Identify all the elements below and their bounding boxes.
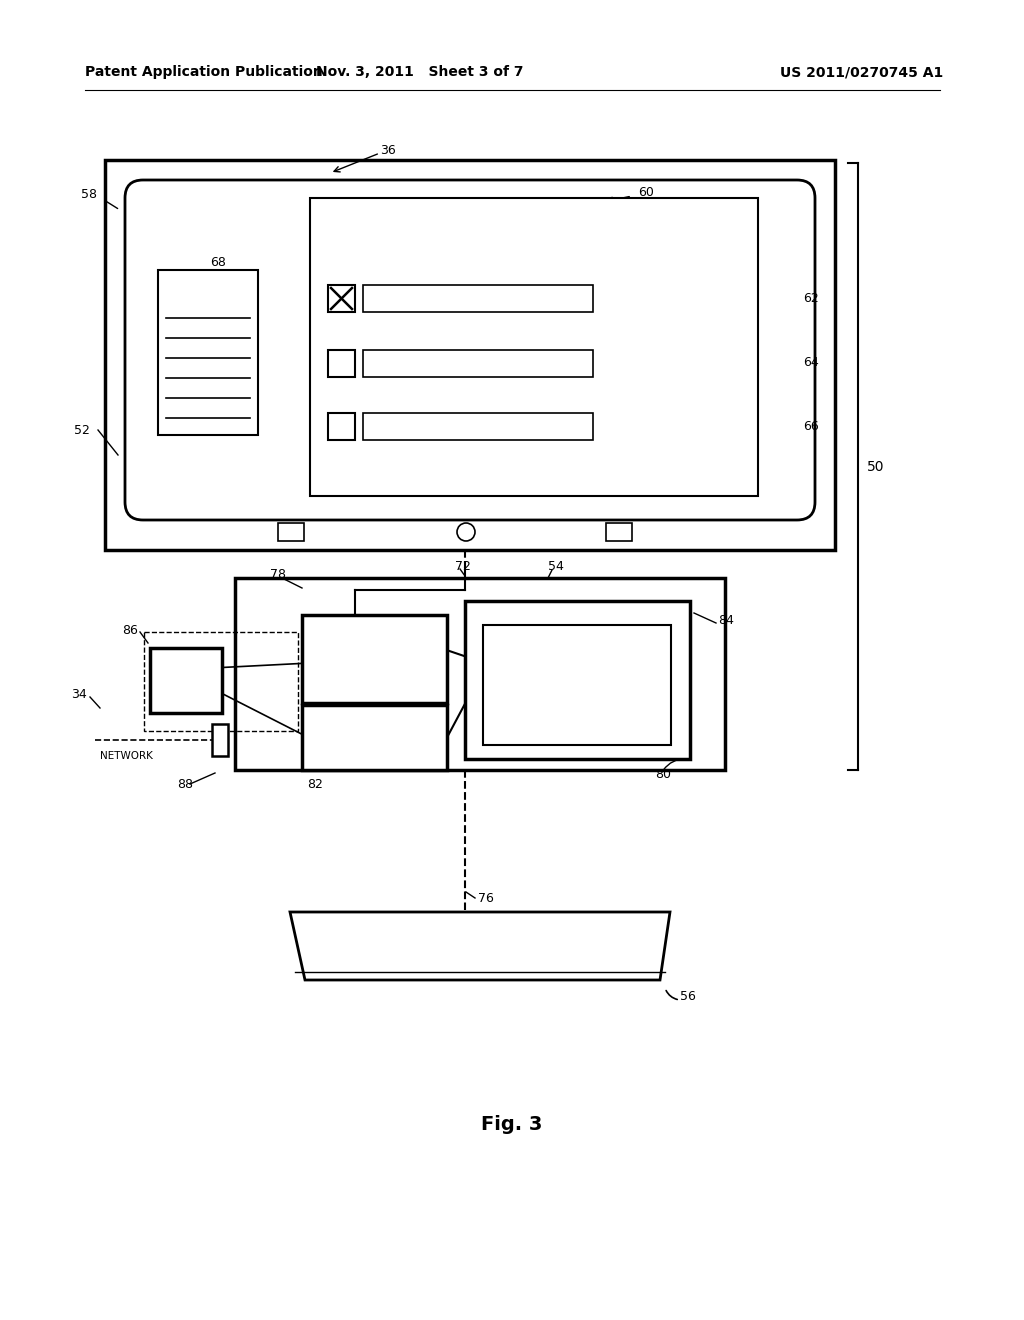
- Text: 56: 56: [680, 990, 696, 1003]
- Text: 86: 86: [122, 623, 138, 636]
- Text: 52: 52: [74, 424, 90, 437]
- Text: 84: 84: [718, 615, 734, 627]
- Text: 80: 80: [655, 768, 671, 781]
- Bar: [465, 601, 690, 759]
- Text: 50: 50: [867, 459, 885, 474]
- Polygon shape: [290, 912, 670, 979]
- Text: 82: 82: [307, 777, 323, 791]
- Bar: [606, 523, 632, 541]
- Text: RM: RM: [173, 673, 200, 688]
- Bar: [362, 413, 593, 440]
- Text: 72: 72: [455, 561, 471, 573]
- Bar: [328, 350, 355, 378]
- Text: A: A: [203, 282, 213, 297]
- Text: 88: 88: [177, 777, 193, 791]
- Text: PROCESSOR: PROCESSOR: [332, 731, 417, 744]
- Bar: [362, 350, 593, 378]
- FancyBboxPatch shape: [125, 180, 815, 520]
- Text: 54: 54: [548, 561, 564, 573]
- Text: 58: 58: [81, 189, 97, 202]
- Text: US 2011/0270745 A1: US 2011/0270745 A1: [780, 65, 943, 79]
- Bar: [278, 523, 304, 541]
- Bar: [302, 615, 447, 704]
- Text: 34: 34: [72, 689, 87, 701]
- Bar: [483, 624, 671, 744]
- Text: 60: 60: [638, 186, 654, 199]
- Text: 78: 78: [270, 568, 286, 581]
- Bar: [105, 160, 835, 550]
- Text: NETWORK: NETWORK: [100, 751, 153, 762]
- Bar: [310, 198, 758, 496]
- Bar: [212, 723, 228, 756]
- Text: Fig. 3: Fig. 3: [481, 1115, 543, 1134]
- Text: 36: 36: [380, 144, 396, 157]
- Bar: [150, 648, 222, 713]
- Text: Nov. 3, 2011   Sheet 3 of 7: Nov. 3, 2011 Sheet 3 of 7: [316, 65, 523, 79]
- Text: MEM: MEM: [480, 611, 513, 624]
- Text: 68: 68: [210, 256, 226, 269]
- Text: Patent Application Publication: Patent Application Publication: [85, 65, 323, 79]
- Text: 62: 62: [803, 292, 819, 305]
- Text: Recipient Candidate C: Recipient Candidate C: [409, 421, 548, 433]
- Text: Charities List: Charities List: [425, 223, 643, 256]
- Text: GRAPHICS: GRAPHICS: [339, 652, 411, 665]
- Text: 76: 76: [478, 891, 494, 904]
- Text: 64: 64: [803, 356, 819, 370]
- Bar: [144, 632, 298, 731]
- Bar: [302, 705, 447, 770]
- Bar: [158, 271, 258, 436]
- Text: Recipient Candidate B: Recipient Candidate B: [409, 358, 548, 371]
- Bar: [234, 578, 725, 770]
- Text: CHARITABLE
DONATION
FACILITATION
APPLICATION: CHARITABLE DONATION FACILITATION APPLICA…: [543, 663, 611, 708]
- Bar: [362, 285, 593, 312]
- Bar: [328, 413, 355, 440]
- Text: 66: 66: [803, 420, 819, 433]
- Bar: [328, 285, 355, 312]
- Text: Recipient Candidate A: Recipient Candidate A: [409, 293, 548, 305]
